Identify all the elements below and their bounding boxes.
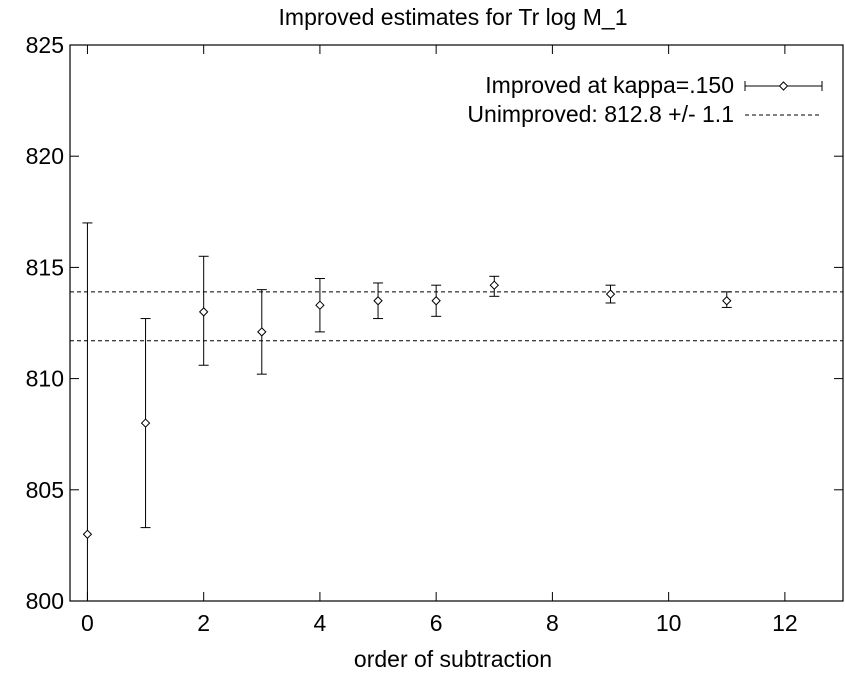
y-tick-label: 805 bbox=[26, 477, 64, 503]
unimproved-lines bbox=[70, 291, 843, 342]
legend: Improved at kappa=.150 Unimproved: 812.8… bbox=[467, 72, 823, 127]
legend-label-improved: Improved at kappa=.150 bbox=[485, 72, 734, 98]
data-point bbox=[605, 289, 616, 299]
data-point bbox=[722, 296, 732, 306]
x-tick-label: 6 bbox=[430, 610, 443, 636]
y-tick-label: 825 bbox=[26, 32, 64, 58]
y-tick-label: 810 bbox=[26, 366, 64, 392]
data-point bbox=[140, 418, 151, 428]
data-point bbox=[315, 300, 325, 310]
data-point bbox=[431, 296, 441, 306]
data-point bbox=[489, 280, 499, 290]
legend-label-unimproved: Unimproved: 812.8 +/- 1.1 bbox=[467, 101, 734, 127]
x-tick-label: 4 bbox=[314, 610, 327, 636]
x-tick-label: 10 bbox=[656, 610, 682, 636]
improved-points bbox=[82, 222, 732, 602]
plot-frame bbox=[69, 44, 844, 602]
y-tick-label: 820 bbox=[26, 143, 64, 169]
data-point bbox=[82, 529, 93, 539]
y-tick-label: 800 bbox=[26, 588, 64, 614]
chart-title: Improved estimates for Tr log M_1 bbox=[279, 4, 628, 30]
x-tick-label: 12 bbox=[772, 610, 798, 636]
legend-sample-marker bbox=[778, 81, 789, 91]
x-tick-label: 0 bbox=[81, 610, 94, 636]
x-axis-label: order of subtraction bbox=[354, 646, 552, 672]
data-point bbox=[198, 307, 209, 317]
y-tick-label: 815 bbox=[26, 254, 64, 280]
data-point bbox=[257, 327, 267, 337]
data-point bbox=[373, 296, 383, 306]
x-tick-label: 8 bbox=[546, 610, 559, 636]
x-tick-label: 2 bbox=[197, 610, 210, 636]
